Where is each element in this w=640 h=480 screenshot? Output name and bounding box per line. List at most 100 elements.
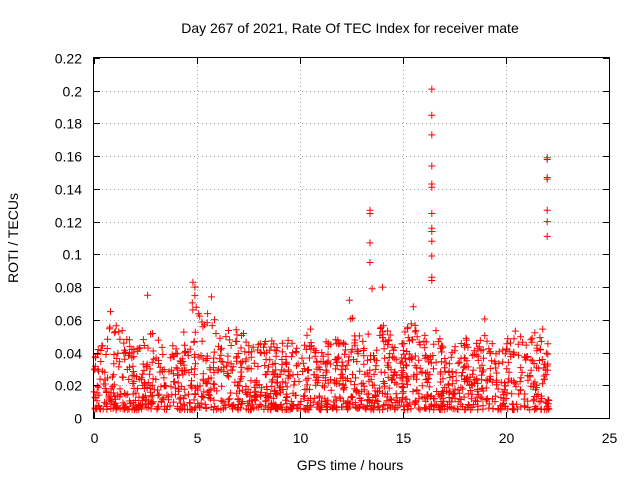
data-point [365, 390, 373, 398]
data-point [236, 387, 243, 395]
data-point [412, 375, 420, 383]
data-point [386, 403, 394, 411]
data-point [190, 396, 198, 404]
x-tick-label: 20 [499, 430, 515, 446]
data-point [358, 387, 366, 395]
data-point [337, 371, 345, 379]
data-point [345, 296, 353, 304]
data-point [93, 389, 101, 397]
data-point [211, 316, 218, 324]
data-point [159, 351, 167, 358]
data-point [283, 342, 291, 350]
data-point [439, 388, 447, 395]
data-point [428, 277, 436, 284]
data-point [441, 355, 449, 362]
data-point [115, 328, 123, 336]
data-point [520, 395, 528, 403]
data-point [361, 370, 369, 378]
data-point [335, 380, 343, 388]
data-point [97, 347, 105, 354]
data-point [283, 383, 291, 391]
data-point [421, 344, 429, 352]
data-point [470, 401, 478, 408]
data-point [174, 371, 181, 379]
data-point [440, 383, 448, 391]
data-point [277, 383, 285, 391]
data-point [411, 398, 419, 406]
data-point [192, 303, 200, 311]
data-point [274, 373, 281, 381]
data-point [543, 175, 551, 183]
data-point [344, 374, 351, 382]
data-point [420, 404, 428, 412]
data-point [197, 399, 205, 407]
data-point [524, 376, 532, 384]
data-point [543, 156, 551, 163]
data-point [356, 367, 364, 375]
data-point [303, 385, 311, 393]
data-point [457, 340, 465, 347]
data-point [390, 354, 398, 362]
data-point [323, 400, 331, 408]
data-point [403, 380, 411, 388]
data-point [242, 355, 250, 363]
data-point [428, 228, 436, 235]
data-point [332, 365, 340, 373]
data-point [270, 394, 278, 402]
data-point [167, 383, 175, 391]
data-point [288, 339, 296, 347]
data-point [366, 210, 374, 217]
data-point [266, 356, 274, 364]
data-point [241, 348, 249, 356]
data-point [544, 350, 552, 358]
data-point [110, 401, 118, 409]
data-point [234, 350, 242, 357]
data-point [341, 350, 349, 358]
data-point [428, 403, 435, 410]
data-point [160, 366, 168, 374]
data-point [282, 379, 290, 387]
data-point [144, 291, 152, 299]
data-point [279, 378, 287, 386]
data-point [118, 327, 126, 335]
data-point [428, 85, 436, 93]
data-point [544, 360, 552, 368]
data-point [381, 354, 389, 362]
data-point [102, 351, 110, 358]
data-point [542, 371, 550, 379]
data-point [465, 402, 473, 410]
data-point [160, 374, 168, 382]
data-point [390, 369, 398, 376]
data-point [248, 348, 256, 356]
data-point [100, 380, 108, 388]
data-point [142, 403, 150, 411]
data-point [191, 292, 199, 300]
data-point [422, 404, 430, 412]
data-point [398, 380, 406, 388]
data-point [206, 395, 214, 403]
data-point [290, 381, 298, 389]
data-point [373, 346, 381, 354]
data-point [380, 380, 388, 387]
data-point [434, 338, 442, 346]
data-point [147, 388, 154, 396]
data-point [379, 389, 386, 397]
data-point [149, 347, 157, 355]
data-point [102, 400, 110, 408]
data-point [278, 348, 286, 356]
data-point [246, 397, 253, 405]
data-point [370, 352, 377, 359]
data-point [97, 405, 104, 413]
data-point [180, 395, 188, 403]
data-point [319, 382, 327, 390]
y-tick-label: 0.12 [55, 215, 82, 231]
data-point [318, 397, 326, 405]
data-point [364, 356, 371, 364]
y-tick-label: 0.14 [55, 182, 82, 198]
data-point [157, 397, 165, 405]
y-tick-label: 0.04 [55, 346, 82, 362]
data-point [116, 335, 124, 343]
data-point [186, 399, 194, 407]
data-point [138, 405, 146, 413]
data-point [479, 368, 487, 376]
